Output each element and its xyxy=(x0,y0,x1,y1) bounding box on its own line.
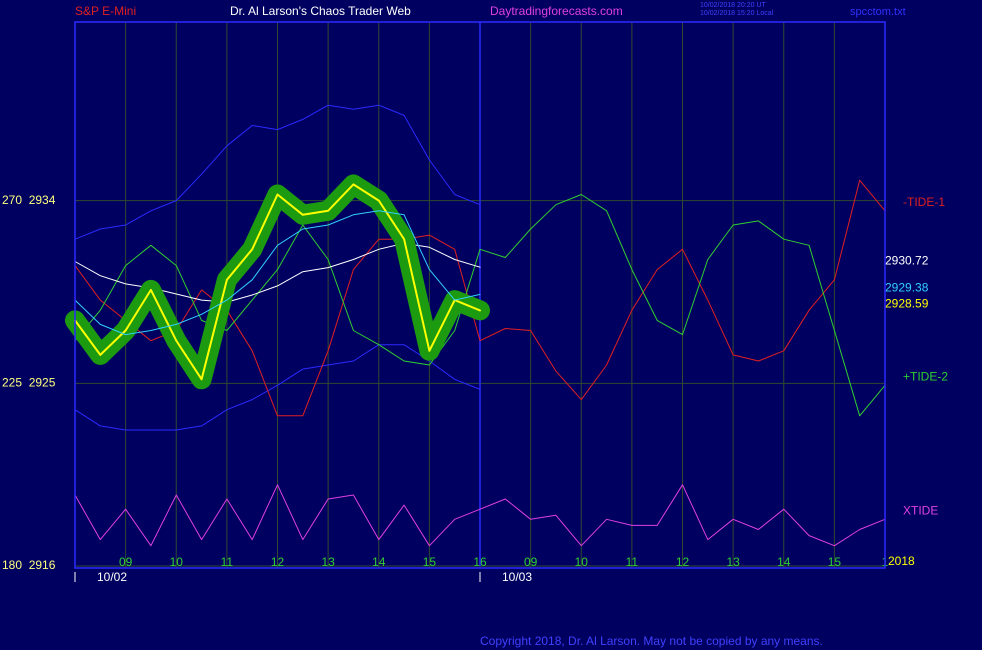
x-tick-label: 10 xyxy=(575,555,589,569)
x-tick-label: 09 xyxy=(119,555,133,569)
legend-label: XTIDE xyxy=(903,503,938,517)
date-label: 10/02 xyxy=(97,570,127,584)
series-line xyxy=(74,484,886,547)
instrument: S&P E-Mini xyxy=(75,4,136,18)
x-tick-label: 14 xyxy=(777,555,791,569)
timestamp: 10/02/2018 20:20 UT xyxy=(700,2,766,9)
x-tick-label: 15 xyxy=(828,555,842,569)
x-tick-label: 13 xyxy=(321,555,335,569)
series-line xyxy=(74,179,886,417)
end-value-label: 2929.38 xyxy=(885,281,929,295)
series-line xyxy=(74,183,481,381)
timestamp: 10/02/2018 15:20 Local xyxy=(700,10,774,17)
chart-title: Dr. Al Larson's Chaos Trader Web xyxy=(230,4,411,18)
x-tick-label: 12 xyxy=(676,555,690,569)
plot-frame xyxy=(74,21,886,569)
y-tick-label: 270 2934 xyxy=(2,193,56,207)
site: Daytradingforecasts.com xyxy=(490,4,623,18)
x-tick-label: 12 xyxy=(271,555,285,569)
x-tick-label: 11 xyxy=(221,555,234,569)
x-tick-label: 11 xyxy=(626,555,639,569)
legend-label: -TIDE-1 xyxy=(903,195,945,209)
file-name: spcctom.txt xyxy=(850,6,906,18)
legend-label: +TIDE-2 xyxy=(903,370,948,384)
copyright: Copyright 2018, Dr. Al Larson. May not b… xyxy=(480,634,823,648)
end-value-label: 2928.59 xyxy=(885,297,929,311)
y-tick-label: 180 2916 xyxy=(2,558,56,572)
end-value-label: 2930.72 xyxy=(885,253,929,267)
series-line xyxy=(74,344,481,431)
year-label: 2018 xyxy=(888,554,915,568)
series-line xyxy=(74,104,481,240)
series-line xyxy=(74,210,481,336)
x-tick-label: 13 xyxy=(726,555,740,569)
y-tick-label: 225 2925 xyxy=(2,375,56,389)
x-tick-label: 09 xyxy=(524,555,538,569)
x-tick-label: 10 xyxy=(170,555,184,569)
date-label: 10/03 xyxy=(502,570,532,584)
x-tick-label: 15 xyxy=(423,555,437,569)
x-tick-label: 14 xyxy=(372,555,386,569)
